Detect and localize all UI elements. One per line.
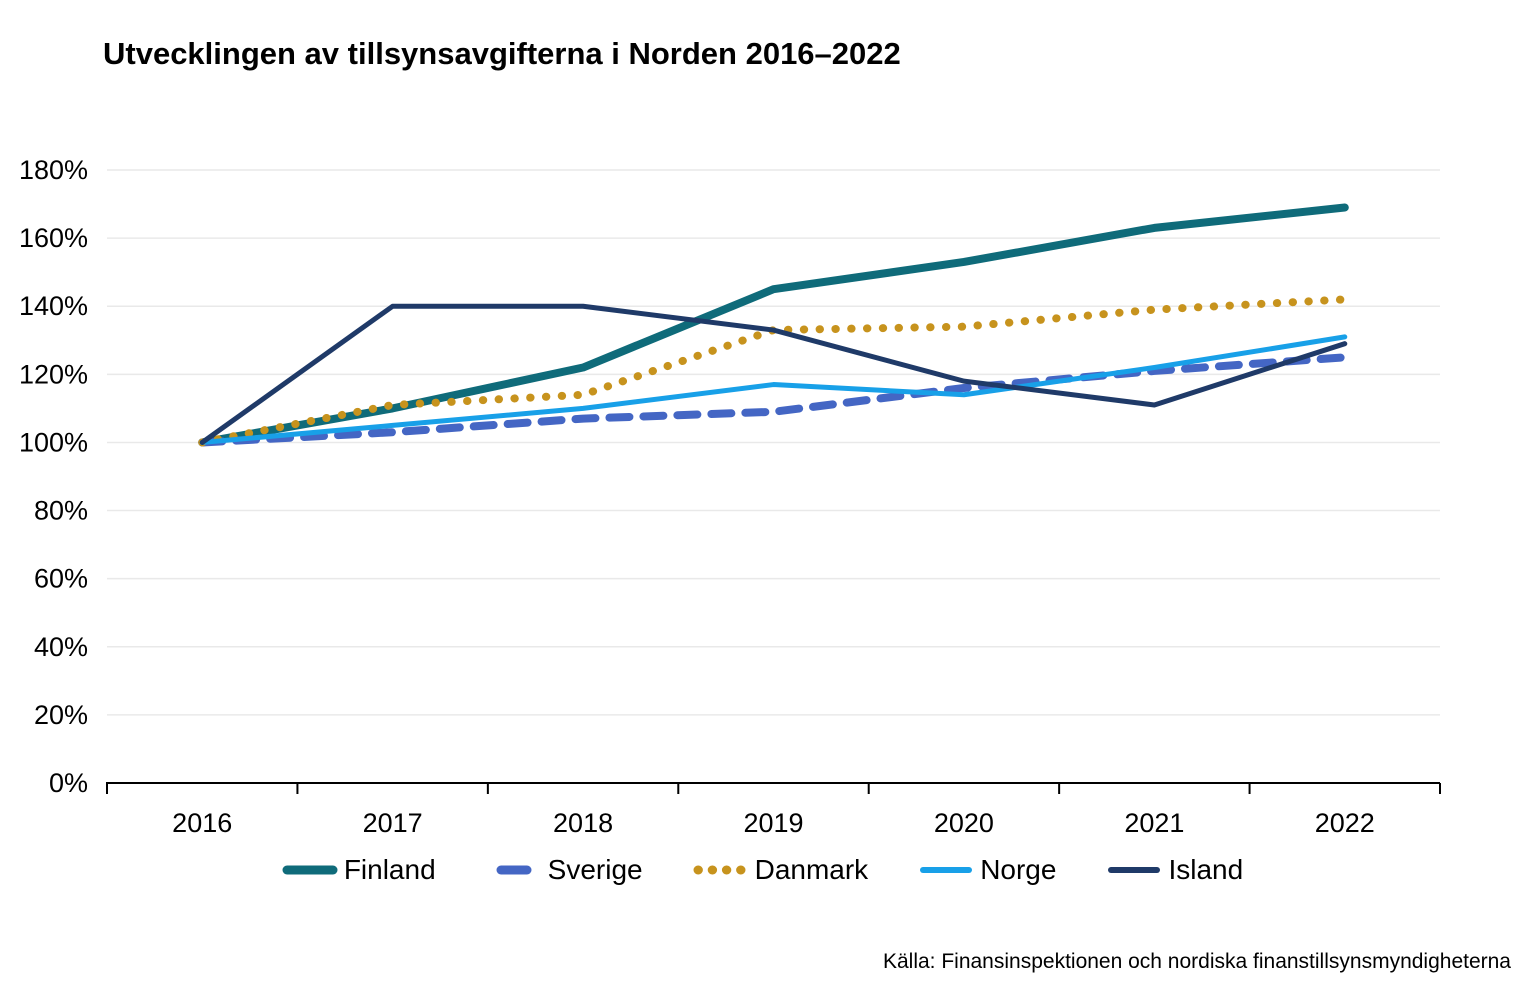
x-axis-label: 2020	[934, 808, 994, 838]
legend-label: Sverige	[547, 854, 643, 885]
legend-label: Island	[1168, 854, 1244, 885]
x-axis-label: 2016	[172, 808, 232, 838]
source-note: Källa: Finansinspektionen och nordiska f…	[882, 950, 1511, 973]
legend-item-danmark: Danmark	[693, 854, 869, 886]
legend-item-finland: Finland	[282, 854, 436, 886]
legend-item-island: Island	[1106, 854, 1243, 886]
legend: Finland Sverige Danmark Norge Island	[0, 846, 1525, 894]
legend-marker-finland	[282, 865, 338, 875]
x-axis-label: 2021	[1124, 808, 1184, 838]
legend-item-sverige: Sverige	[486, 854, 643, 886]
y-axis-label: 100%	[19, 427, 88, 457]
x-axis-label: 2017	[363, 808, 423, 838]
legend-marker-island	[1108, 867, 1161, 873]
x-axis-label: 2022	[1315, 808, 1375, 838]
line-chart: 0% 20% 40% 60% 80% 100% 120% 140% 160% 180% 2016 20…	[19, 155, 1441, 838]
legend-marker-danmark	[693, 865, 749, 875]
y-axis-label: 160%	[19, 223, 88, 253]
y-axis-label: 140%	[19, 291, 88, 321]
chart-title: Utvecklingen av tillsynsavgifterna i Nor…	[103, 36, 901, 71]
series-line-norge	[199, 334, 1348, 445]
series-line-sverige	[198, 353, 1349, 447]
legend-item-norge: Norge	[918, 854, 1056, 886]
legend-label: Danmark	[754, 854, 869, 885]
legend-label: Finland	[343, 854, 436, 885]
y-axis-label: 180%	[19, 155, 88, 185]
series-line-finland	[198, 203, 1349, 447]
y-axis-label: 120%	[19, 359, 88, 389]
legend-marker-norge	[920, 867, 973, 873]
y-axis-label: 80%	[34, 496, 88, 526]
x-axis-label: 2019	[743, 808, 803, 838]
x-axis-label: 2018	[553, 808, 613, 838]
legend-label: Norge	[980, 854, 1057, 885]
series-line-island	[199, 303, 1348, 445]
y-axis-label: 60%	[34, 564, 88, 594]
y-axis-label: 40%	[34, 632, 88, 662]
legend-marker-sverige	[496, 865, 532, 875]
y-axis-label: 0%	[49, 768, 88, 798]
y-axis-label: 20%	[34, 700, 88, 730]
